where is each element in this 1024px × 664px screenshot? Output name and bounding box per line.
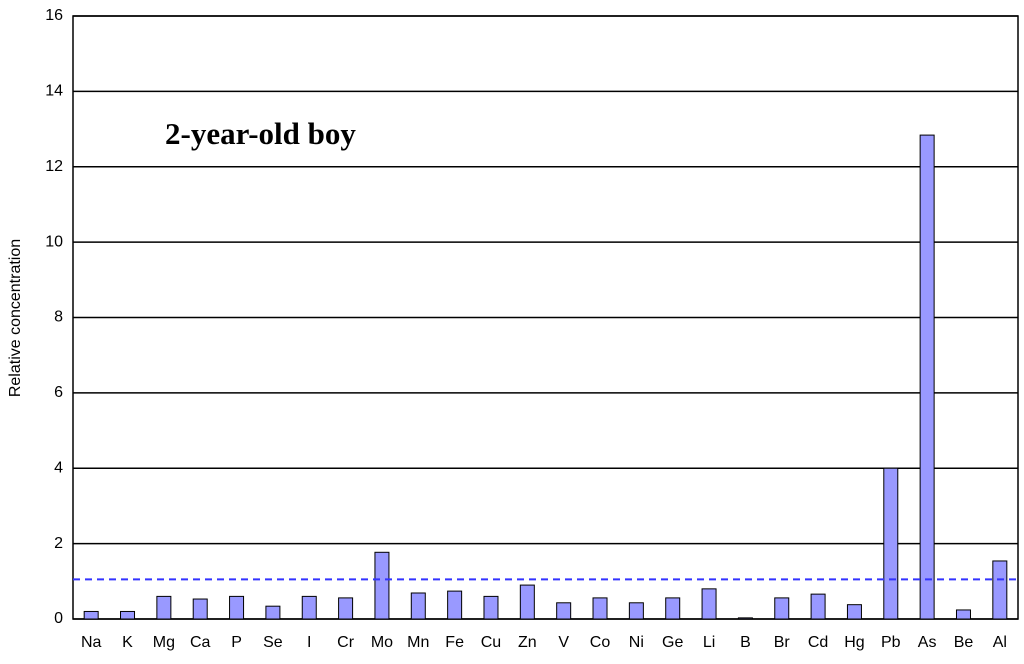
bar [83,610,99,620]
bar [701,588,717,620]
bar [556,602,572,620]
bar [628,602,644,620]
bar [992,560,1008,620]
x-tick-label: Cd [808,634,828,651]
bar [338,597,354,620]
bar [810,593,826,620]
y-tick-label: 10 [45,233,63,250]
bar [156,595,172,620]
bar [265,605,281,620]
x-tick-label: Co [590,634,611,651]
x-tick-label: Na [81,634,102,651]
x-tick-label: V [558,634,569,651]
x-tick-label: K [122,634,133,651]
x-tick-label: Cu [481,634,501,651]
x-tick-label: Se [263,634,283,651]
x-tick-label: Hg [844,634,864,651]
y-tick-label: 2 [54,535,63,552]
bar [410,592,426,620]
y-tick-label: 6 [54,384,63,401]
x-tick-label: Mg [153,634,175,651]
y-tick-label: 4 [54,459,63,476]
bar [374,551,390,620]
y-tick-label: 8 [54,309,63,326]
x-tick-label: Ge [662,634,683,651]
x-tick-label: Li [703,634,715,651]
x-tick-label: Ni [629,634,644,651]
bar [120,610,136,620]
bar [919,134,935,620]
x-tick-label: Pb [881,634,901,651]
x-tick-label: Mn [407,634,429,651]
bar [955,609,971,620]
x-tick-label: Al [993,634,1007,651]
x-tick-label: Ca [190,634,211,651]
bar [883,467,899,620]
bar [192,598,208,620]
x-tick-label: Cr [337,634,355,651]
bar [846,604,862,620]
annotation: 2-year-old boy [165,116,356,151]
y-tick-label: 12 [45,158,63,175]
bar [483,595,499,620]
x-tick-label: Fe [445,634,464,651]
y-axis-label: Relative concentration [7,239,24,397]
x-tick-label: Zn [518,634,537,651]
bar [229,595,245,620]
x-tick-label: I [307,634,311,651]
bar [737,617,753,620]
x-tick-label: B [740,634,751,651]
bar [519,584,535,620]
bar [447,590,463,620]
x-tick-label: Be [954,634,974,651]
x-tick-label: Br [774,634,791,651]
x-tick-label: As [918,634,937,651]
bar [301,595,317,620]
bar [592,597,608,620]
y-tick-label: 0 [54,610,63,627]
bar [774,597,790,620]
x-tick-label: P [231,634,242,651]
y-tick-label: 14 [45,83,63,100]
y-tick-label: 16 [45,7,63,24]
bar [665,597,681,620]
x-tick-label: Mo [371,634,393,651]
